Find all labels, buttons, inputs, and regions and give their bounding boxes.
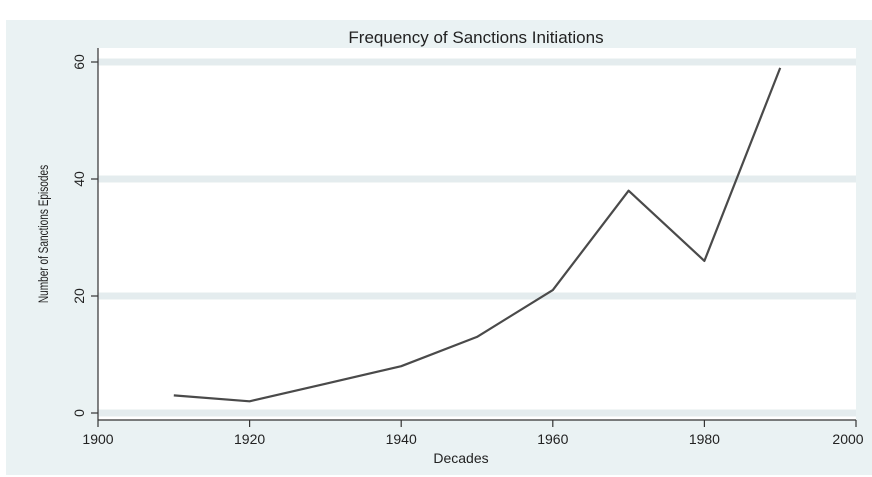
y-tick-label-0: 0 <box>71 409 87 417</box>
grid-lines <box>98 58 856 417</box>
x-tick-label-1940: 1940 <box>386 431 417 447</box>
x-axis-label: Decades <box>433 450 488 466</box>
chart-figure: 0 20 40 60 1900 1920 1940 1960 1980 2000 Frequen… <box>6 20 872 475</box>
y-axis-ticks: 0 20 40 60 <box>71 54 98 417</box>
x-tick-label-2000: 2000 <box>832 431 863 447</box>
chart-title: Frequency of Sanctions Initiations <box>348 28 603 47</box>
y-tick-label-60: 60 <box>71 54 87 70</box>
plot-area <box>98 48 856 420</box>
x-axis-ticks: 1900 1920 1940 1960 1980 2000 <box>82 420 864 447</box>
y-tick-label-20: 20 <box>71 288 87 304</box>
y-tick-label-40: 40 <box>71 171 87 187</box>
x-tick-label-1960: 1960 <box>537 431 568 447</box>
y-axis-label: Number of Sanctions Episodes <box>35 165 51 303</box>
line-chart: 0 20 40 60 1900 1920 1940 1960 1980 2000 Frequen… <box>35 28 864 466</box>
caption-strip <box>0 0 872 18</box>
x-tick-label-1920: 1920 <box>234 431 265 447</box>
x-tick-label-1980: 1980 <box>689 431 720 447</box>
x-tick-label-1900: 1900 <box>82 431 113 447</box>
series-line <box>173 67 782 403</box>
